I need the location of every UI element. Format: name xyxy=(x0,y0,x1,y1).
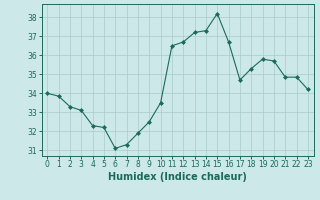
X-axis label: Humidex (Indice chaleur): Humidex (Indice chaleur) xyxy=(108,172,247,182)
